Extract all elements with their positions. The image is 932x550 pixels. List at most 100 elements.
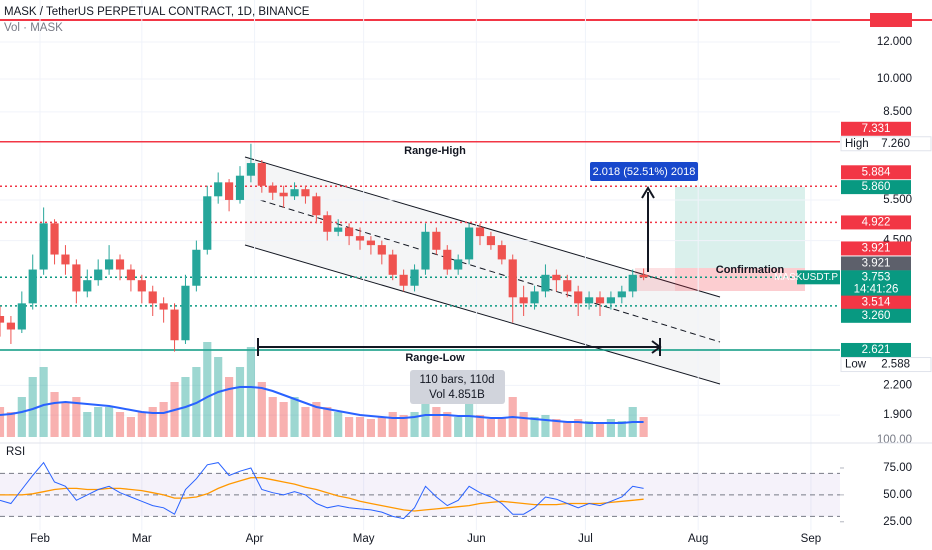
x-tick-label: May [353, 533, 375, 545]
volume-bar [39, 367, 48, 437]
channel-mid [259, 199, 721, 343]
y-tick-label: 12.000 [877, 36, 912, 48]
candle-body [497, 245, 506, 260]
price-label-box [841, 180, 911, 195]
volume-bar [552, 419, 561, 437]
volume-ma [0, 386, 644, 424]
volume-bar [126, 417, 135, 437]
price-label: 5.860 [862, 181, 891, 193]
rsi-tick-label: 50.00 [883, 489, 912, 501]
candle-body [268, 185, 277, 193]
candle-body [17, 303, 26, 330]
x-tick-label: Aug [688, 533, 708, 545]
price-label: 3.921 [862, 242, 891, 254]
candle-body [585, 297, 594, 304]
volume-bar [465, 402, 474, 437]
price-label: 3.260 [862, 310, 891, 322]
volume-bar [235, 367, 245, 437]
bars-label: 110 bars, 110d [419, 374, 494, 386]
x-tick-label: Jun [467, 533, 486, 545]
volume-bar [105, 407, 114, 437]
volume-bar [443, 412, 452, 437]
candle-body [192, 249, 201, 286]
symbol-tag [797, 270, 840, 285]
candle-body [410, 269, 419, 286]
volume-bar [257, 382, 266, 437]
volume-bar [6, 412, 15, 437]
candle-body [279, 192, 288, 197]
candle-body [323, 215, 332, 232]
volume-bar [312, 402, 321, 437]
symbol-title: MASK / TetherUS PERPETUAL CONTRACT, 1D, … [4, 6, 310, 18]
candle-body [563, 280, 572, 292]
vol-label: Vol 4.851B [429, 389, 485, 401]
price-label-box [840, 136, 932, 152]
candle-body [399, 274, 408, 286]
candle-body [39, 223, 48, 270]
symbol-tag-label: MASKUSDT.P [774, 272, 838, 283]
volume-bar [595, 422, 605, 437]
volume-bar [290, 397, 299, 437]
volume-bar [334, 412, 343, 437]
volume-bar [203, 342, 212, 437]
x-tick-label: Mar [132, 533, 152, 545]
x-tick-label: Sep [801, 533, 821, 545]
candle-body [639, 274, 648, 278]
range-low-label: Range-Low [405, 352, 465, 364]
volume-bar [0, 407, 5, 437]
candle-body [334, 227, 343, 232]
volume-bar [530, 417, 539, 437]
volume-bar [497, 417, 506, 437]
candle-body [475, 227, 485, 237]
confirmation-label: Confirmation [716, 264, 785, 276]
candle-body [115, 259, 125, 270]
volume-legend: Vol · MASK [4, 22, 63, 34]
price-label-box [841, 342, 911, 357]
x-tick-label: Feb [30, 533, 50, 545]
candle-body [137, 280, 146, 292]
candle-body [432, 231, 441, 250]
candle-body [61, 254, 70, 265]
candle-body [246, 163, 255, 176]
candle-body [170, 309, 179, 341]
volume-bar [246, 347, 255, 437]
candle-body [388, 254, 397, 275]
volume-bar [72, 397, 81, 437]
volume-bar [137, 412, 146, 437]
candle-body [530, 291, 539, 304]
volume-bar [617, 421, 626, 437]
price-label: 3.514 [862, 297, 891, 309]
price-label-box [841, 215, 911, 230]
volume-bar [355, 417, 365, 437]
stop-zone [675, 268, 805, 291]
price-label: 3.753 [862, 271, 891, 283]
volume-bar [17, 397, 26, 437]
volume-bar [421, 377, 430, 437]
channel-top [244, 156, 721, 298]
candle-body [225, 182, 234, 200]
volume-bar [28, 377, 37, 437]
volume-bar [377, 417, 386, 437]
y-tick-label: 2.200 [883, 379, 912, 391]
candle-body [508, 259, 517, 298]
volume-bar [279, 402, 288, 437]
price-label: 2.588 [881, 359, 910, 371]
price-label-box [841, 308, 911, 323]
candle-body [377, 245, 386, 255]
rsi-title: RSI [6, 446, 25, 458]
candle-body [519, 297, 528, 304]
volume-bar [563, 422, 572, 437]
candle-body [421, 231, 430, 270]
countdown: 14:41:26 [854, 283, 899, 295]
volume-bar [454, 417, 463, 437]
y-tick-label: 5.500 [883, 194, 912, 206]
volume-bar [301, 407, 310, 437]
volume-bar [486, 419, 495, 437]
volume-bar [159, 402, 168, 437]
price-label: 5.884 [862, 166, 891, 178]
price-label-box [840, 357, 932, 373]
candle-body [574, 291, 583, 304]
candle-body [235, 175, 245, 200]
rsi-line [0, 461, 644, 520]
price-pane [0, 143, 648, 437]
